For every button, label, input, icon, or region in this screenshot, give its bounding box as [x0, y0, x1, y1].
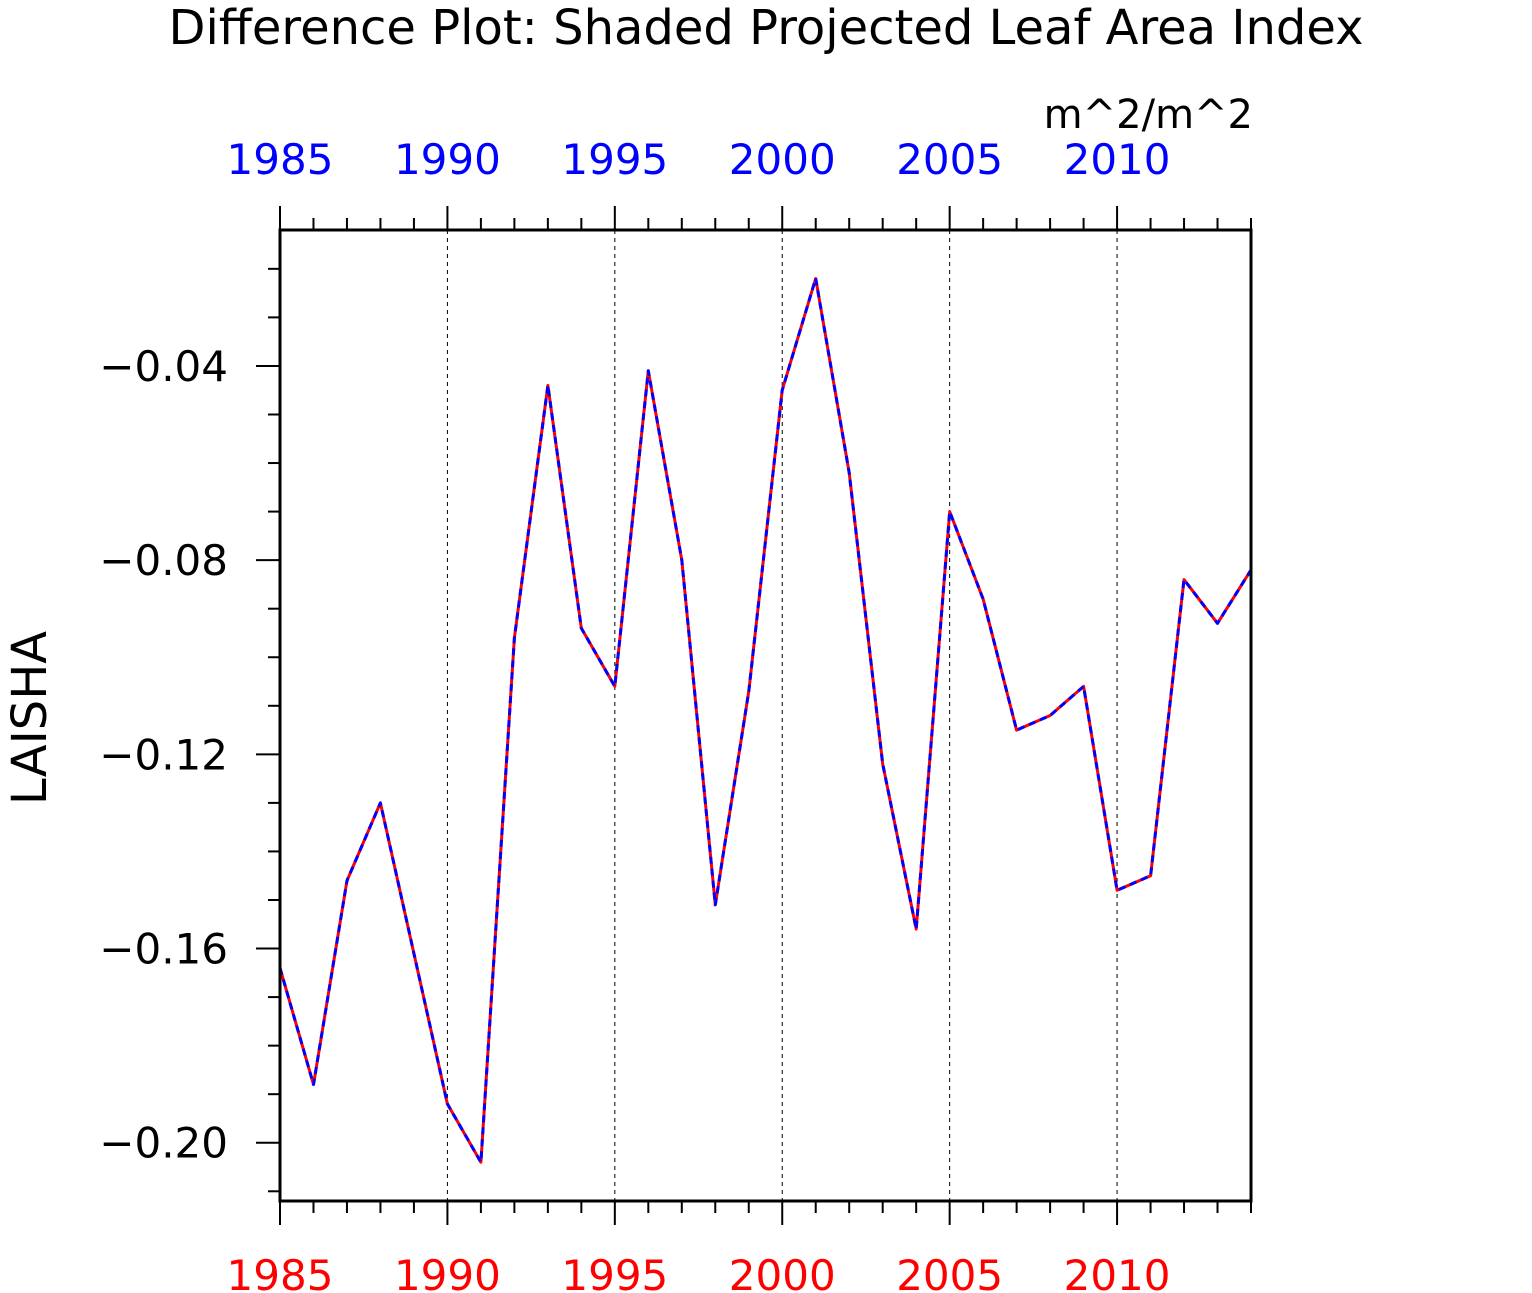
x-tick-label-bottom: 1985 — [227, 1251, 334, 1293]
y-tick-label: −0.08 — [99, 536, 228, 585]
y-axis-label: LAISHA — [2, 631, 58, 805]
y-tick-label: −0.12 — [99, 730, 228, 779]
x-tick-label-top: 2010 — [1064, 135, 1171, 184]
x-tick-label-top: 1985 — [227, 135, 334, 184]
y-tick-label: −0.20 — [99, 1119, 228, 1168]
plot-frame — [278, 228, 1253, 1203]
x-tick-label-bottom: 2010 — [1064, 1251, 1171, 1293]
x-tick-label-bottom: 2000 — [729, 1251, 836, 1293]
units-label: m^2/m^2 — [1044, 92, 1253, 138]
axis-ticks — [256, 206, 1252, 1225]
plot-series — [278, 277, 1253, 1164]
x-tick-label-bottom: 1995 — [561, 1251, 668, 1293]
tick-labels: 1985 1985 1990 1990 1995 1995 2000 2000 2005 2005… — [99, 135, 1170, 1293]
x-tick-label-top: 1990 — [394, 135, 501, 184]
y-tick-label: −0.04 — [99, 342, 228, 391]
series-line-0 — [278, 277, 1253, 1164]
y-tick-label: −0.16 — [99, 925, 228, 974]
x-tick-label-bottom: 2005 — [896, 1251, 1003, 1293]
x-tick-label-top: 2000 — [729, 135, 836, 184]
x-tick-label-bottom: 1990 — [394, 1251, 501, 1293]
chart-title: Difference Plot: Shaded Projected Leaf A… — [169, 0, 1364, 56]
x-tick-label-top: 2005 — [896, 135, 1003, 184]
vertical-grid-lines — [446, 230, 1118, 1201]
x-tick-label-top: 1995 — [561, 135, 668, 184]
series-line-1 — [278, 277, 1253, 1164]
